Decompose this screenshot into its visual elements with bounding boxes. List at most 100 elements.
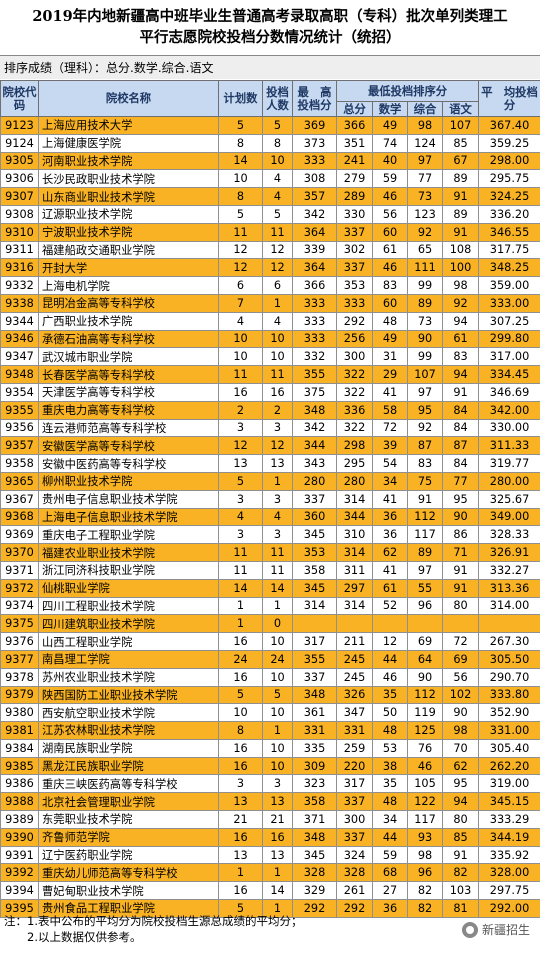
cell-math: 48 <box>372 311 408 331</box>
cell-code: 9370 <box>0 543 39 562</box>
cell-plan: 5 <box>218 204 263 224</box>
cell-comp: 82 <box>407 899 443 918</box>
cell-math: 35 <box>372 774 408 794</box>
cell-math: 83 <box>372 276 408 295</box>
cell-max: 314 <box>292 596 337 616</box>
cell-plan: 10 <box>218 329 263 349</box>
cell-plan: 11 <box>218 560 263 580</box>
header-chinese: 语文 <box>441 101 480 117</box>
cell-total: 292 <box>336 311 373 331</box>
cell-math: 46 <box>372 667 408 687</box>
cell-code: 9124 <box>0 133 39 153</box>
cell-avg: 305.40 <box>478 738 540 758</box>
cell-total: 324 <box>336 845 373 865</box>
cell-plan: 4 <box>218 507 263 527</box>
cell-total: 211 <box>336 632 373 651</box>
cell-max: 355 <box>292 365 337 384</box>
cell-plan: 1 <box>218 614 263 634</box>
wechat-icon <box>461 921 478 938</box>
footnote-2: 2.以上数据仅供参考。 <box>4 930 142 944</box>
cell-code: 9381 <box>0 721 39 740</box>
cell-total: 279 <box>336 169 373 189</box>
cell-name: 重庆幼儿师范高等专科学校 <box>38 863 219 883</box>
cell-math: 60 <box>372 293 408 313</box>
table-body: 9123 上海应用技术大学 5 5 369 366 49 98 107 367.40 9124 上海健… <box>0 116 540 918</box>
cell-avg: 330.00 <box>478 418 540 438</box>
cell-max: 361 <box>292 703 337 723</box>
cell-total: 300 <box>336 810 373 829</box>
cell-plan: 14 <box>218 151 263 171</box>
cell-name: 重庆电子工程职业学院 <box>38 525 219 545</box>
cell-chinese: 62 <box>441 756 480 776</box>
cell-avg: 331.00 <box>478 721 540 740</box>
cell-code: 9338 <box>0 293 39 313</box>
cell-comp: 82 <box>407 881 443 901</box>
cell-avg: 346.55 <box>478 222 540 242</box>
cell-total: 337 <box>336 792 373 812</box>
cell-plan: 13 <box>218 792 263 812</box>
cell-avg: 342.00 <box>478 400 540 420</box>
cell-plan: 3 <box>218 774 263 794</box>
cell-total: 314 <box>336 596 373 616</box>
cell-avg <box>478 614 540 634</box>
cell-total: 337 <box>336 827 373 847</box>
cell-chinese: 67 <box>441 151 480 171</box>
cell-count: 16 <box>262 827 293 847</box>
cell-count: 4 <box>262 169 293 189</box>
cell-plan: 1 <box>218 596 263 616</box>
cell-total: 326 <box>336 685 373 705</box>
cell-math: 12 <box>372 632 408 651</box>
cell-total: 297 <box>336 578 373 598</box>
cell-comp: 111 <box>407 258 443 278</box>
cell-total: 353 <box>336 276 373 295</box>
cell-total: 292 <box>336 899 373 918</box>
table-row: 9347 武汉城市职业学院 10 10 332 300 31 99 83 317.00 <box>0 347 540 367</box>
cell-chinese: 95 <box>441 774 480 794</box>
cell-code: 9365 <box>0 471 39 491</box>
cell-chinese: 56 <box>441 667 480 687</box>
cell-avg: 317.00 <box>478 347 540 367</box>
cell-comp: 92 <box>407 418 443 438</box>
cell-avg: 333.00 <box>478 293 540 313</box>
cell-comp: 65 <box>407 240 443 260</box>
cell-comp: 73 <box>407 311 443 331</box>
cell-count: 5 <box>262 204 293 224</box>
cell-code: 9308 <box>0 204 39 224</box>
watermark: 新疆招生 <box>461 921 530 938</box>
cell-count: 0 <box>262 614 293 634</box>
table-row: 9378 苏州农业职业技术学院 16 10 337 245 46 90 56 290.70 <box>0 667 540 687</box>
cell-max: 333 <box>292 293 337 313</box>
table-row: 9308 辽源职业技术学院 5 5 342 330 56 123 89 336.20 <box>0 204 540 224</box>
cell-max: 333 <box>292 151 337 171</box>
cell-avg: 262.20 <box>478 756 540 776</box>
cell-comp: 89 <box>407 293 443 313</box>
table-row: 9365 柳州职业技术学院 5 1 280 280 34 75 77 280.00 <box>0 471 540 491</box>
cell-max: 344 <box>292 436 337 456</box>
cell-max: 337 <box>292 489 337 509</box>
table-row: 9384 湖南民族职业学院 16 10 335 259 53 76 70 305.40 <box>0 738 540 758</box>
cell-name: 辽宁医药职业学院 <box>38 845 219 865</box>
cell-max: 345 <box>292 525 337 545</box>
cell-max: 335 <box>292 738 337 758</box>
cell-count: 12 <box>262 258 293 278</box>
cell-plan: 2 <box>218 400 263 420</box>
cell-math: 62 <box>372 543 408 562</box>
cell-count: 10 <box>262 329 293 349</box>
cell-name: 武汉城市职业学院 <box>38 347 219 367</box>
cell-avg: 290.70 <box>478 667 540 687</box>
cell-total: 317 <box>336 774 373 794</box>
cell-chinese: 91 <box>441 578 480 598</box>
cell-code: 9310 <box>0 222 39 242</box>
cell-count: 10 <box>262 347 293 367</box>
cell-name: 四川工程职业技术学院 <box>38 596 219 616</box>
cell-max: 369 <box>292 116 337 135</box>
cell-math: 29 <box>372 365 408 384</box>
cell-chinese: 70 <box>441 738 480 758</box>
cell-math: 49 <box>372 329 408 349</box>
cell-chinese: 100 <box>441 258 480 278</box>
cell-code: 9378 <box>0 667 39 687</box>
footnotes: 注：1.表中公布的平均分为院校投档生源总成绩的平均分； 2.以上数据仅供参考。 <box>4 913 444 945</box>
cell-total: 337 <box>336 222 373 242</box>
cell-plan: 13 <box>218 454 263 473</box>
cell-max: 333 <box>292 311 337 331</box>
